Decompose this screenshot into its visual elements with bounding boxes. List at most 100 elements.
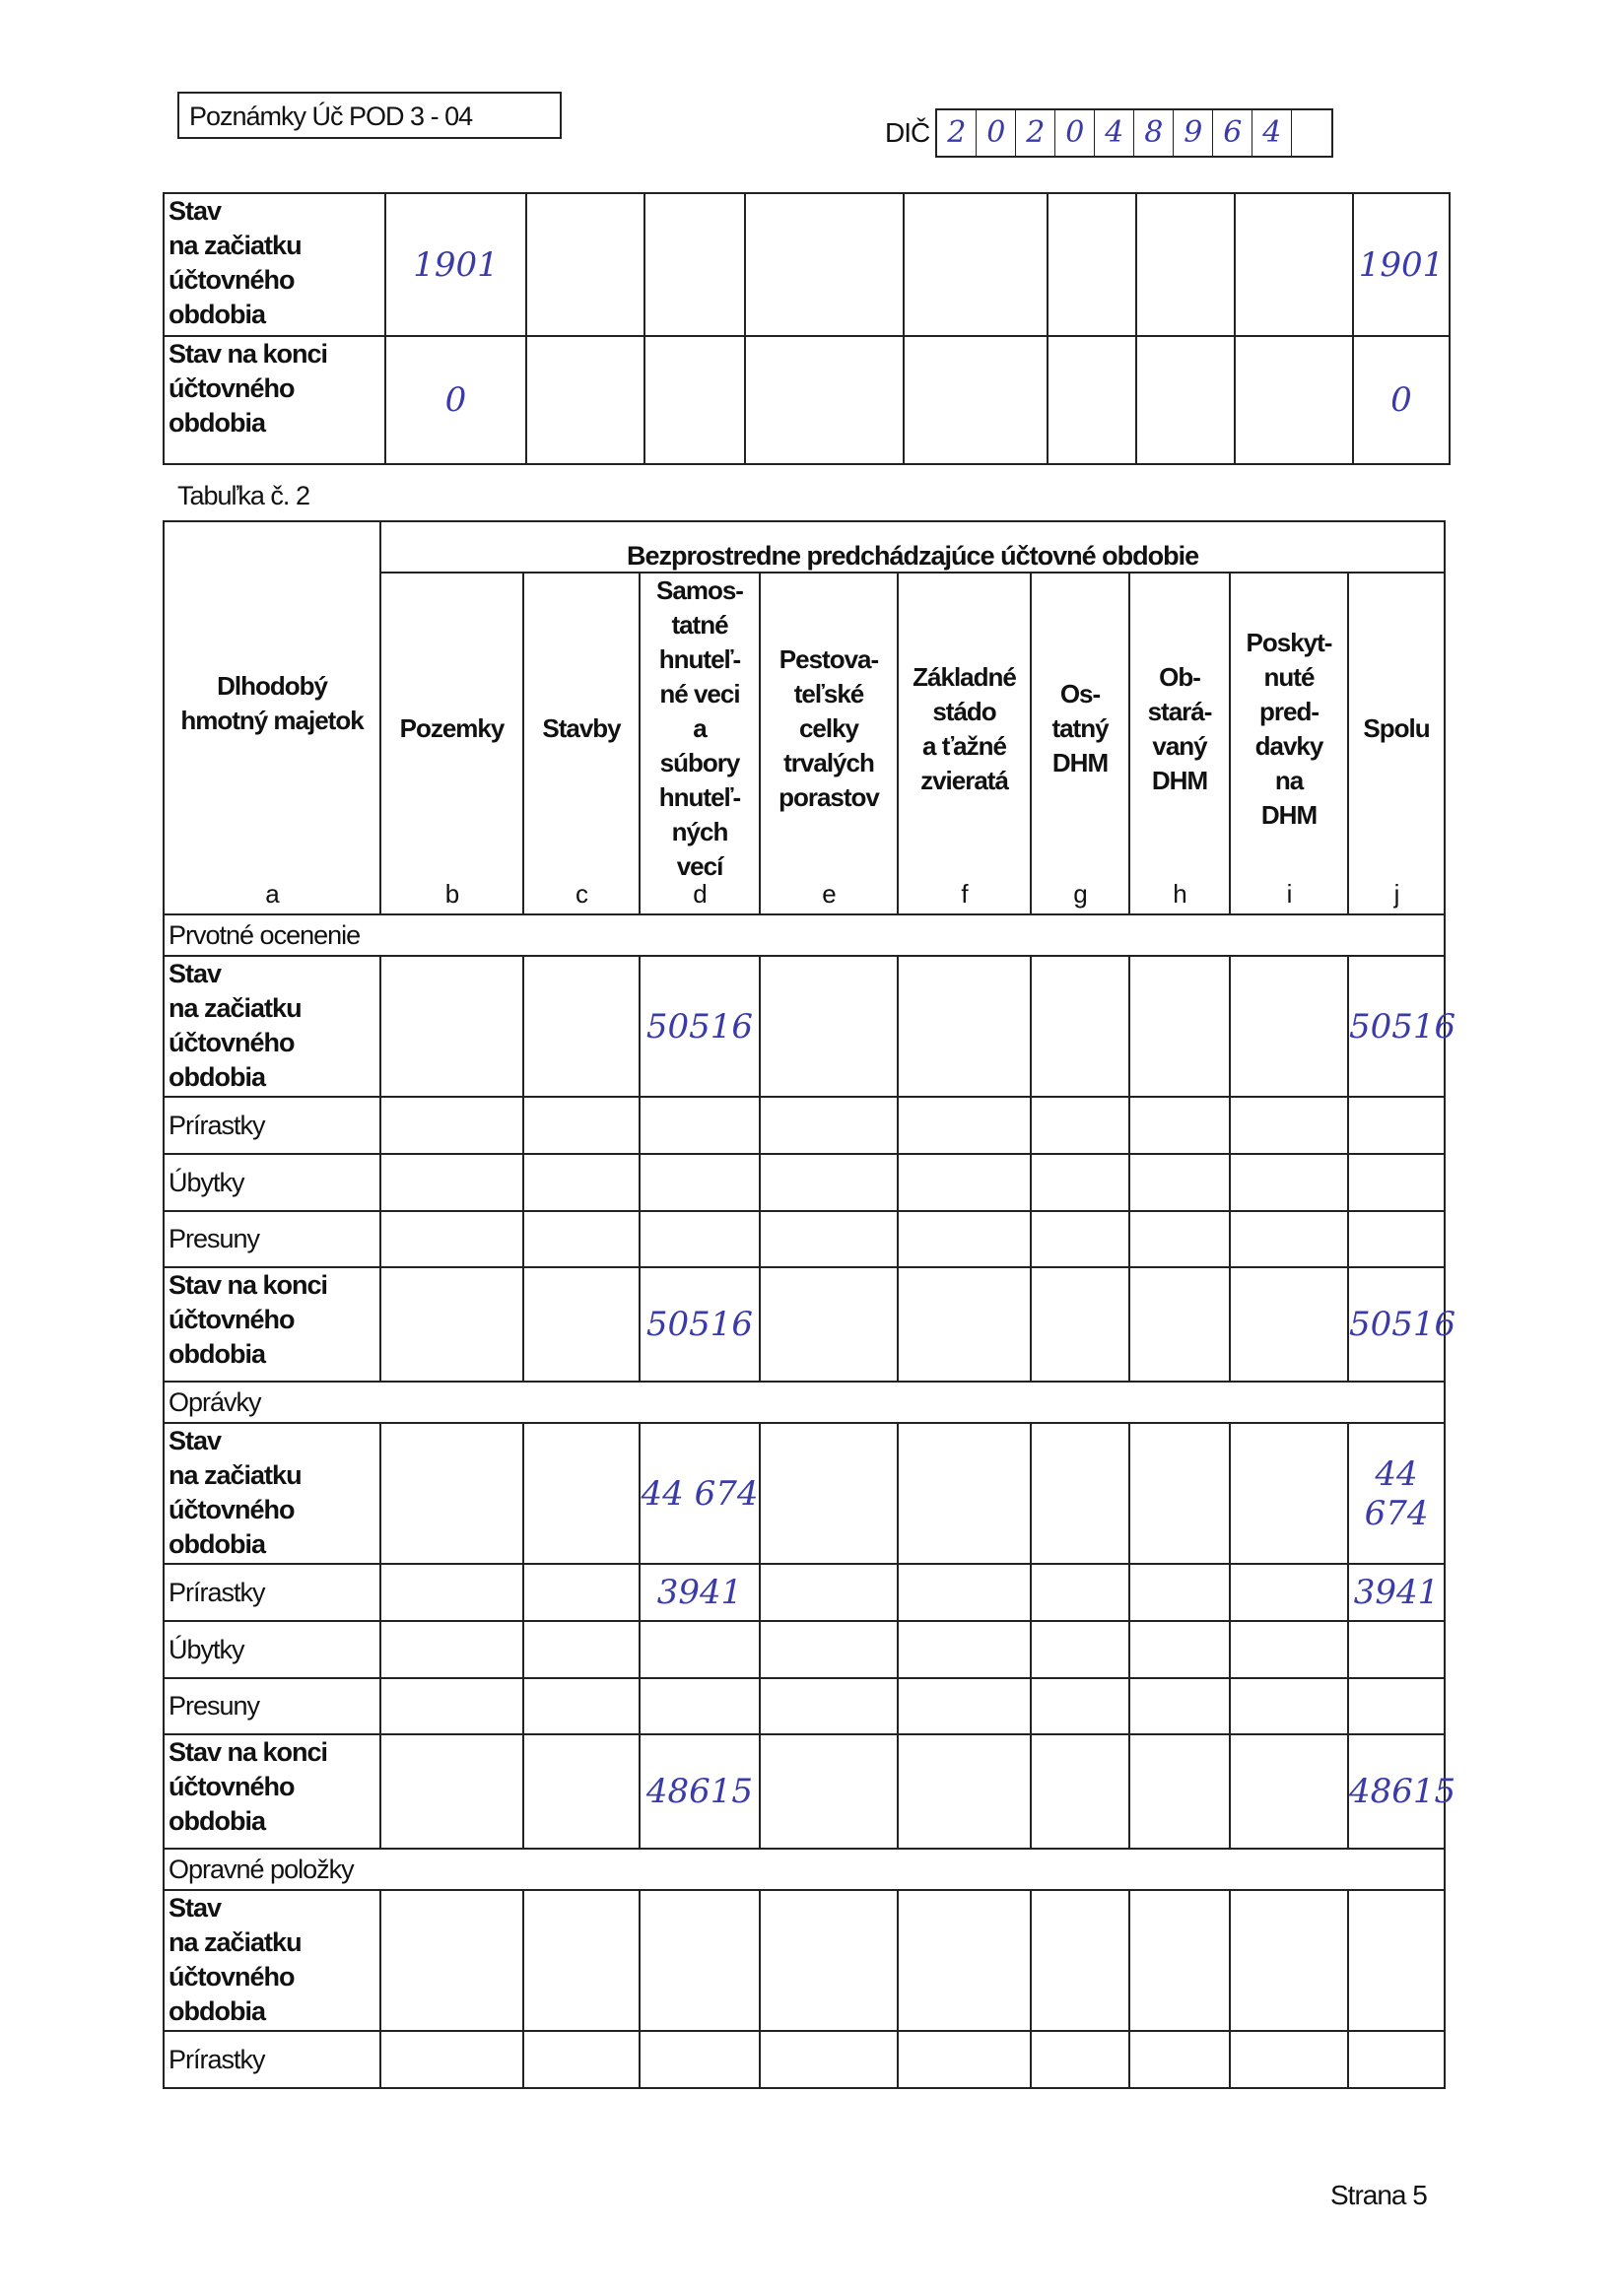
table-row: Presuny	[163, 1677, 1447, 1735]
value-cell	[639, 1677, 761, 1735]
column-label: Pestova- teľské celky trvalých porastov	[778, 644, 880, 812]
value-cell	[759, 1889, 899, 2032]
dic-digit: 6	[1213, 110, 1253, 156]
dic-digit: 0	[1055, 110, 1096, 156]
value-cell: 1901	[1352, 192, 1451, 337]
column-letter: d	[693, 879, 707, 909]
value-cell	[522, 1153, 641, 1212]
value-cell	[379, 1153, 524, 1212]
row-label: Prírastky	[163, 2030, 381, 2089]
value-cell	[522, 1210, 641, 1268]
value-cell	[1229, 1733, 1349, 1850]
value-cell	[897, 1422, 1032, 1565]
value-cell	[897, 1563, 1032, 1622]
column-letter: j	[1393, 879, 1400, 909]
value-cell	[897, 1889, 1032, 2032]
value-cell	[522, 1096, 641, 1155]
table-1: Stav na začiatku účtovného obdobia 1901 19…	[163, 192, 1451, 465]
column-letter: h	[1173, 879, 1186, 909]
dic-digit: 9	[1174, 110, 1214, 156]
page-number: Strana 5	[1330, 2180, 1428, 2210]
column-label: Poskyt- nuté pred- davky na DHM	[1246, 627, 1333, 830]
column-letter: e	[822, 879, 836, 909]
value-cell	[1346, 1096, 1447, 1155]
table-row: Stav na konci účtovného obdobia 0 0	[163, 335, 1451, 465]
value-cell	[1229, 1153, 1349, 1212]
value-cell	[1128, 1889, 1231, 2032]
value-cell	[897, 1733, 1032, 1850]
value-cell: 48615	[639, 1733, 761, 1850]
section-title: Prvotné ocenenie	[162, 913, 1447, 957]
value-cell	[1030, 1096, 1130, 1155]
value-cell	[1030, 1733, 1130, 1850]
form-title: Poznámky Úč POD 3 - 04	[189, 101, 473, 131]
value-cell	[759, 1563, 899, 1622]
column-letter: b	[444, 879, 459, 909]
value-cell	[897, 1620, 1032, 1679]
value-cell	[379, 1563, 524, 1622]
value-cell: 0	[384, 335, 527, 465]
column-header: Samos- tatné hnuteľ- né veci a súbory hn…	[639, 572, 761, 915]
dic-digit: 4	[1252, 110, 1293, 156]
value-cell	[1128, 1733, 1231, 1850]
value-cell	[1234, 335, 1354, 465]
row-label: Stav na konci účtovného obdobia	[163, 1266, 381, 1383]
value-cell	[1229, 2030, 1349, 2089]
column-label: Os- tatný DHM	[1051, 679, 1109, 777]
column-label: Pozemky	[399, 713, 506, 743]
row-header-cell: Dlhodobý hmotný majetok a	[163, 520, 381, 915]
value-cell: 3941	[1346, 1563, 1447, 1622]
form-title-box: Poznámky Úč POD 3 - 04	[177, 92, 562, 139]
row-label: Stav na konci účtovného obdobia	[163, 335, 386, 465]
value-cell	[522, 1422, 641, 1565]
table-row: Stav na konci účtovného obdobia 50516 5051…	[163, 1266, 1455, 1383]
row-label: Stav na začiatku účtovného obdobia	[163, 1422, 381, 1565]
value-cell	[639, 1096, 761, 1155]
row-label: Stav na začiatku účtovného obdobia	[163, 192, 386, 337]
value-cell	[1030, 2030, 1130, 2089]
column-header: Pestova- teľské celky trvalých porastov e	[759, 572, 899, 915]
value-cell	[903, 192, 1049, 337]
value-cell	[1346, 1153, 1447, 1212]
value-cell	[1030, 955, 1130, 1098]
value-cell	[759, 1733, 899, 1850]
value-cell	[639, 1153, 761, 1212]
value-cell	[1128, 1677, 1231, 1735]
value-cell	[897, 1153, 1032, 1212]
column-header: Spolu j	[1346, 572, 1447, 915]
value-cell	[522, 955, 641, 1098]
value-cell: 48615	[1346, 1733, 1455, 1850]
value-cell	[1128, 2030, 1231, 2089]
row-label: Prírastky	[163, 1096, 381, 1155]
value-cell	[1229, 1677, 1349, 1735]
row-label: Stav na začiatku účtovného obdobia	[163, 1889, 381, 2032]
dic-digit: 2	[1016, 110, 1056, 156]
column-header: Ob- stará- vaný DHM h	[1128, 572, 1231, 915]
column-header: Poskyt- nuté pred- davky na DHM i	[1229, 572, 1349, 915]
value-cell	[1030, 1210, 1130, 1268]
value-cell	[1030, 1153, 1130, 1212]
section-title: Oprávky	[162, 1381, 1447, 1424]
row-label: Stav na konci účtovného obdobia	[163, 1733, 381, 1850]
value-cell	[744, 192, 905, 337]
row-label: Presuny	[163, 1677, 381, 1735]
column-letter: a	[265, 879, 279, 909]
value-cell	[639, 1210, 761, 1268]
value-cell	[1135, 335, 1236, 465]
value-cell	[897, 2030, 1032, 2089]
column-letter: c	[575, 879, 588, 909]
section-row: Oprávky	[162, 1381, 1447, 1424]
value-cell: 50516	[1346, 1266, 1455, 1383]
value-cell	[1030, 1677, 1130, 1735]
row-label: Úbytky	[163, 1620, 381, 1679]
column-label: Ob- stará- vaný DHM	[1147, 661, 1213, 795]
value-cell	[1047, 335, 1137, 465]
value-cell: 0	[1352, 335, 1451, 465]
value-cell	[1229, 1620, 1349, 1679]
value-cell	[1229, 1889, 1349, 2032]
value-cell	[1229, 1096, 1349, 1155]
dic-digit: 4	[1095, 110, 1135, 156]
value-cell	[1128, 955, 1231, 1098]
